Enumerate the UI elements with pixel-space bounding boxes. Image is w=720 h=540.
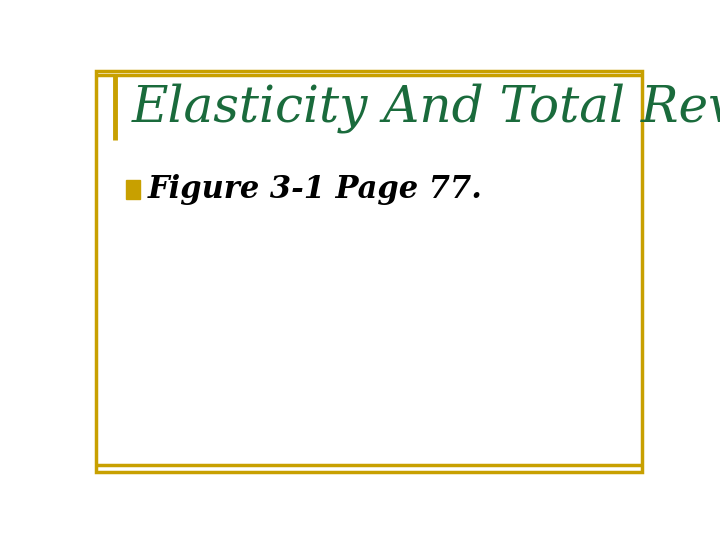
Text: Figure 3-1 Page 77.: Figure 3-1 Page 77. <box>148 174 483 205</box>
Text: Elasticity And Total Revenue: Elasticity And Total Revenue <box>132 84 720 133</box>
Bar <box>126 180 140 199</box>
